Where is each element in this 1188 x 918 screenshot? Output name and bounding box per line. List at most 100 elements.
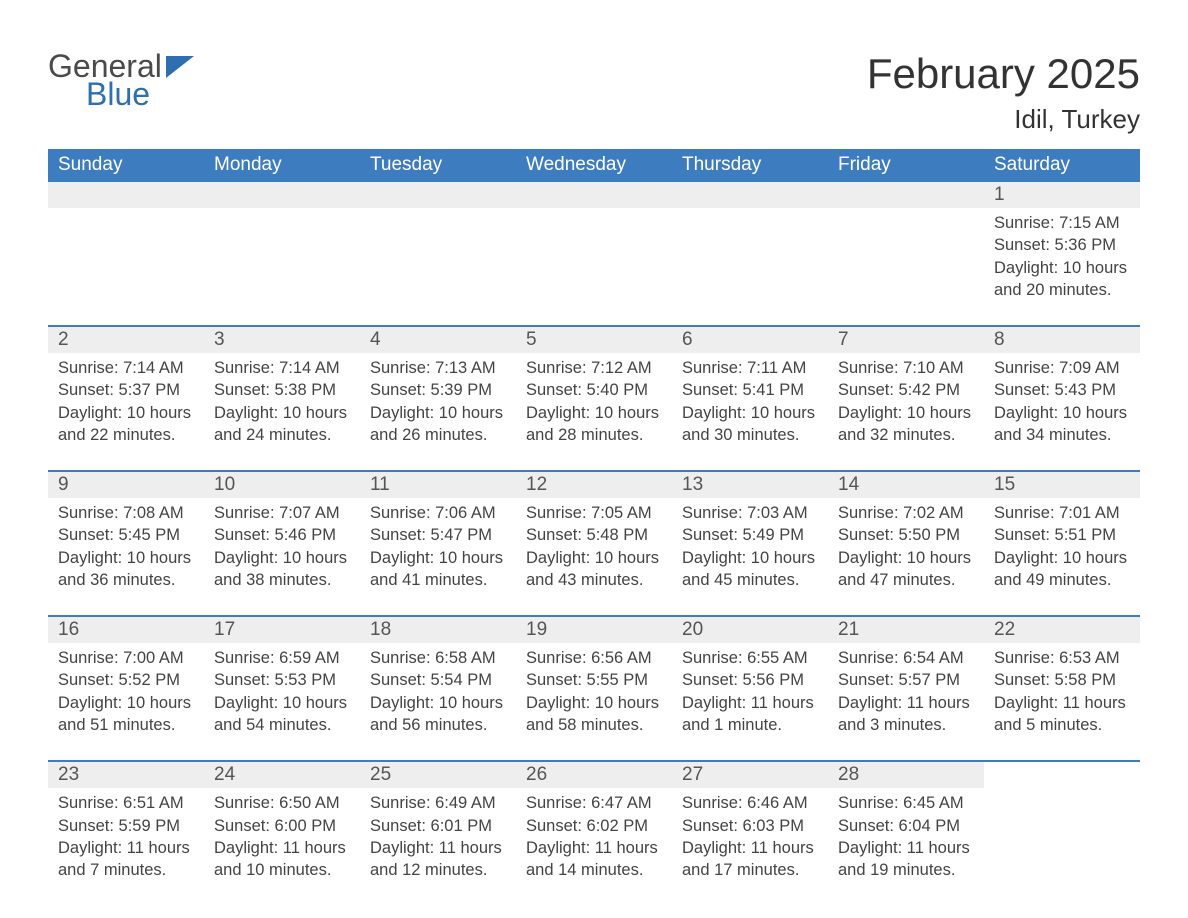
daylight-text: Daylight: 11 hours and 12 minutes. [370,837,508,882]
sunset-text: Sunset: 5:52 PM [58,669,196,691]
day-header-friday: Friday [828,149,984,182]
sunrise-text: Sunrise: 6:45 AM [838,792,976,814]
day-number: 28 [828,762,984,788]
day-info: Sunrise: 7:02 AMSunset: 5:50 PMDaylight:… [836,502,976,591]
day-cell: 14 Sunrise: 7:02 AMSunset: 5:50 PMDayligh… [828,472,984,615]
day-info: Sunrise: 7:05 AMSunset: 5:48 PMDaylight:… [524,502,664,591]
daylight-text: Daylight: 10 hours and 58 minutes. [526,692,664,737]
week-row: 9Sunrise: 7:08 AMSunset: 5:45 PMDaylight… [48,470,1140,615]
daylight-text: Daylight: 10 hours and 47 minutes. [838,547,976,592]
day-cell [360,182,516,325]
sunset-text: Sunset: 6:00 PM [214,815,352,837]
sunset-text: Sunset: 5:45 PM [58,524,196,546]
sunset-text: Sunset: 6:03 PM [682,815,820,837]
day-cell: 8Sunrise: 7:09 AMSunset: 5:43 PMDaylight… [984,327,1140,470]
day-info: Sunrise: 6:45 AMSunset: 6:04 PMDaylight:… [836,792,976,881]
day-number: 16 [48,617,204,643]
daylight-text: Daylight: 10 hours and 30 minutes. [682,402,820,447]
day-cell [204,182,360,325]
sunset-text: Sunset: 5:37 PM [58,379,196,401]
week-row: 23Sunrise: 6:51 AMSunset: 5:59 PMDayligh… [48,760,1140,905]
day-cell: 6Sunrise: 7:11 AMSunset: 5:41 PMDaylight… [672,327,828,470]
day-cell: 12 Sunrise: 7:05 AMSunset: 5:48 PMDayligh… [516,472,672,615]
day-number: 10 [204,472,360,498]
sunset-text: Sunset: 5:41 PM [682,379,820,401]
daylight-text: Daylight: 10 hours and 49 minutes. [994,547,1132,592]
day-info: Sunrise: 6:46 AMSunset: 6:03 PMDaylight:… [680,792,820,881]
sunrise-text: Sunrise: 6:47 AM [526,792,664,814]
day-info: Sunrise: 7:00 AMSunset: 5:52 PMDaylight:… [56,647,196,736]
day-cell: 7Sunrise: 7:10 AMSunset: 5:42 PMDaylight… [828,327,984,470]
day-number: 21 [828,617,984,643]
sunset-text: Sunset: 6:04 PM [838,815,976,837]
day-header-wednesday: Wednesday [516,149,672,182]
day-info: Sunrise: 6:47 AMSunset: 6:02 PMDaylight:… [524,792,664,881]
sunset-text: Sunset: 5:43 PM [994,379,1132,401]
day-cell: 16 Sunrise: 7:00 AMSunset: 5:52 PMDayligh… [48,617,204,760]
day-cell: 24Sunrise: 6:50 AMSunset: 6:00 PMDayligh… [204,762,360,905]
day-info: Sunrise: 7:06 AMSunset: 5:47 PMDaylight:… [368,502,508,591]
sunrise-text: Sunrise: 6:55 AM [682,647,820,669]
day-cell: 21 Sunrise: 6:54 AMSunset: 5:57 PMDayligh… [828,617,984,760]
sunset-text: Sunset: 5:59 PM [58,815,196,837]
day-number: 7 [828,327,984,353]
logo-text-block: General Blue [48,50,162,110]
day-cell [48,182,204,325]
sunset-text: Sunset: 5:39 PM [370,379,508,401]
sunset-text: Sunset: 5:48 PM [526,524,664,546]
daylight-text: Daylight: 10 hours and 38 minutes. [214,547,352,592]
daylight-text: Daylight: 10 hours and 54 minutes. [214,692,352,737]
sunset-text: Sunset: 6:01 PM [370,815,508,837]
day-info: Sunrise: 6:49 AMSunset: 6:01 PMDaylight:… [368,792,508,881]
daylight-text: Daylight: 10 hours and 34 minutes. [994,402,1132,447]
day-number: 12 [516,472,672,498]
daylight-text: Daylight: 11 hours and 5 minutes. [994,692,1132,737]
day-cell: 23 Sunrise: 6:51 AMSunset: 5:59 PMDayligh… [48,762,204,905]
day-info: Sunrise: 7:03 AMSunset: 5:49 PMDaylight:… [680,502,820,591]
sunrise-text: Sunrise: 7:00 AM [58,647,196,669]
daylight-text: Daylight: 10 hours and 32 minutes. [838,402,976,447]
day-number: 14 [828,472,984,498]
sunrise-text: Sunrise: 6:54 AM [838,647,976,669]
sunrise-text: Sunrise: 7:08 AM [58,502,196,524]
sunrise-text: Sunrise: 6:50 AM [214,792,352,814]
day-number: 6 [672,327,828,353]
daylight-text: Daylight: 11 hours and 3 minutes. [838,692,976,737]
daylight-text: Daylight: 11 hours and 19 minutes. [838,837,976,882]
sunset-text: Sunset: 5:58 PM [994,669,1132,691]
sunrise-text: Sunrise: 7:14 AM [214,357,352,379]
day-header-tuesday: Tuesday [360,149,516,182]
day-header-monday: Monday [204,149,360,182]
day-header-saturday: Saturday [984,149,1140,182]
title-block: February 2025 Idil, Turkey [867,50,1140,135]
empty-day-bar [204,182,360,208]
week-row: 2Sunrise: 7:14 AMSunset: 5:37 PMDaylight… [48,325,1140,470]
day-number: 1 [984,182,1140,208]
day-info: Sunrise: 7:13 AMSunset: 5:39 PMDaylight:… [368,357,508,446]
sunrise-text: Sunrise: 6:46 AM [682,792,820,814]
day-info: Sunrise: 6:54 AMSunset: 5:57 PMDaylight:… [836,647,976,736]
day-cell: 3Sunrise: 7:14 AMSunset: 5:38 PMDaylight… [204,327,360,470]
day-info: Sunrise: 7:01 AMSunset: 5:51 PMDaylight:… [992,502,1132,591]
daylight-text: Daylight: 10 hours and 22 minutes. [58,402,196,447]
day-number: 4 [360,327,516,353]
sunrise-text: Sunrise: 7:13 AM [370,357,508,379]
sunset-text: Sunset: 5:42 PM [838,379,976,401]
sunrise-text: Sunrise: 6:51 AM [58,792,196,814]
day-number: 18 [360,617,516,643]
day-info: Sunrise: 6:56 AMSunset: 5:55 PMDaylight:… [524,647,664,736]
day-number: 23 [48,762,204,788]
daylight-text: Daylight: 11 hours and 7 minutes. [58,837,196,882]
day-info: Sunrise: 6:53 AMSunset: 5:58 PMDaylight:… [992,647,1132,736]
day-number: 25 [360,762,516,788]
daylight-text: Daylight: 11 hours and 14 minutes. [526,837,664,882]
day-number: 2 [48,327,204,353]
logo-triangle-icon [166,56,194,78]
day-number: 24 [204,762,360,788]
day-info: Sunrise: 6:55 AMSunset: 5:56 PMDaylight:… [680,647,820,736]
daylight-text: Daylight: 10 hours and 56 minutes. [370,692,508,737]
day-cell: 9Sunrise: 7:08 AMSunset: 5:45 PMDaylight… [48,472,204,615]
sunrise-text: Sunrise: 6:49 AM [370,792,508,814]
day-cell: 28 Sunrise: 6:45 AMSunset: 6:04 PMDayligh… [828,762,984,905]
daylight-text: Daylight: 10 hours and 51 minutes. [58,692,196,737]
